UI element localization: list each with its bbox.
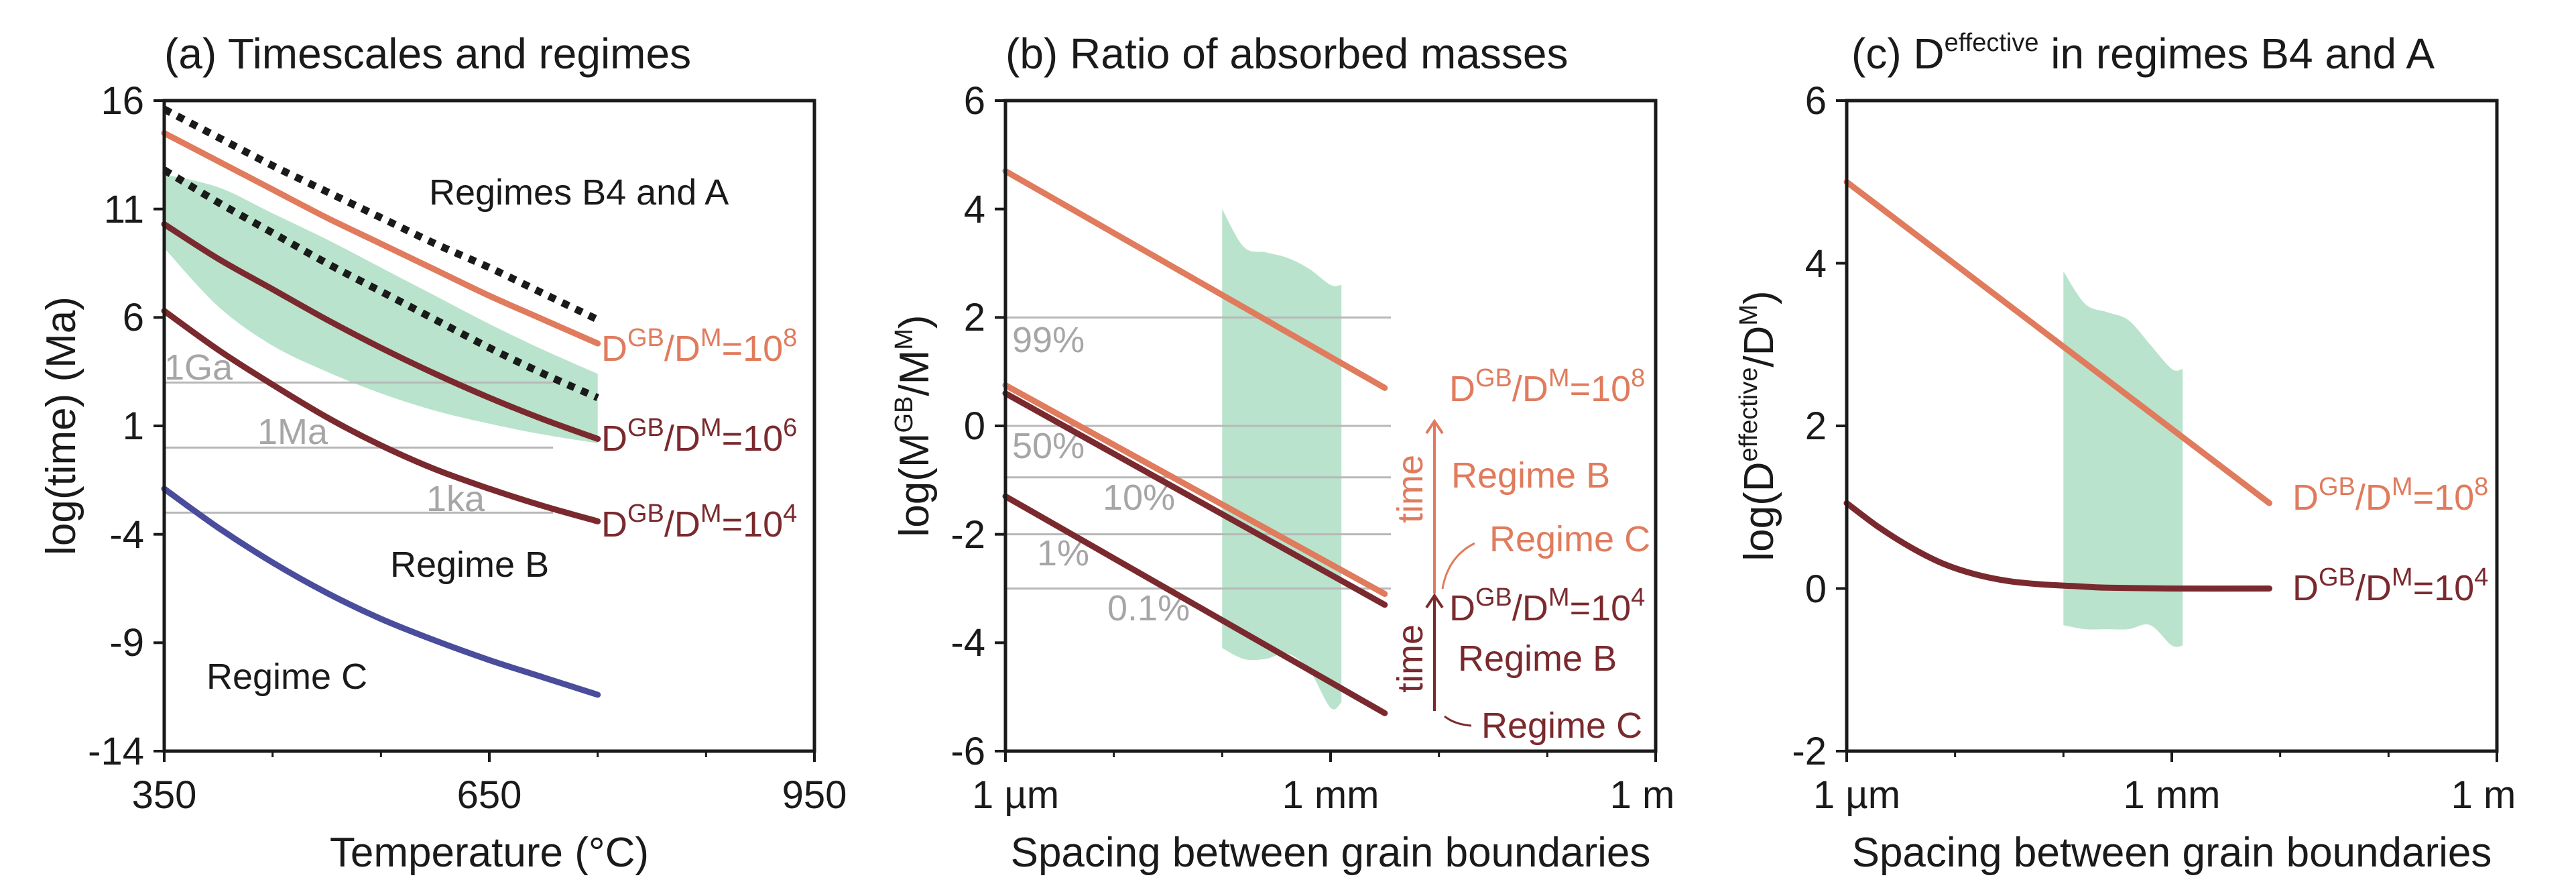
panel-a-label-d6: DGB/DM=106	[601, 414, 797, 459]
panel-b-ytick-m2: -2	[950, 513, 985, 557]
panel-a-series-line-0	[161, 130, 601, 347]
panel-a-envelope-group	[164, 174, 598, 443]
panel-a-ytick-m14: -14	[88, 730, 144, 773]
panel-a-ytick-16: 16	[101, 79, 144, 123]
panel-b-ref-label-99: 99%	[1012, 320, 1085, 360]
panel-c-xlabel: Spacing between grain boundaries	[1852, 830, 2492, 876]
panel-a-series-line-1	[161, 221, 601, 442]
panel-b-curved-arrow-regime-c-upper	[1441, 542, 1475, 590]
panel-a-envelope	[164, 174, 598, 443]
panel-a-label-d4: DGB/DM=104	[601, 500, 797, 545]
panel-a-ytick-m4: -4	[109, 513, 144, 557]
panel-a-ylabel: log(time) (Ma)	[38, 296, 84, 555]
panel-b-xtick-1m: 1 m	[1610, 773, 1675, 817]
panel-a-ticks	[154, 99, 816, 762]
panel-a-ref-label-1ma: 1Ma	[257, 412, 328, 452]
panel-b-label-d4: DGB/DM=104	[1449, 583, 1645, 628]
panel-b-xtick-1um: 1 µm	[972, 773, 1059, 817]
panel-c-label-d8: DGB/DM=108	[2292, 473, 2488, 518]
panel-c-envelope	[2063, 271, 2183, 647]
panel-b-label-d8: DGB/DM=108	[1449, 364, 1645, 409]
panel-b-ticks	[995, 99, 1657, 762]
panel-c-ytick-4: 4	[1805, 242, 1827, 286]
panel-a-annotation-regimes-b4-a: Regimes B4 and A	[429, 172, 729, 213]
panel-c-xtick-1um: 1 µm	[1813, 773, 1900, 817]
panel-a-xlabel: Temperature (°C)	[330, 830, 649, 876]
panel-a-label-d8: DGB/DM=108	[601, 324, 797, 369]
panel-b-ytick-4: 4	[964, 188, 985, 231]
panel-a-xtick-950: 950	[782, 773, 847, 817]
panel-a-xtick-650: 650	[457, 773, 522, 817]
panel-c-envelope-group	[2063, 271, 2183, 647]
panel-b-label-regime-b-lower: Regime B	[1458, 638, 1617, 679]
panel-b-ytick-6: 6	[964, 79, 985, 123]
panel-b-curved-arrow-regime-c-lower	[1444, 715, 1472, 727]
panel-b-label-regime-b-upper: Regime B	[1451, 455, 1610, 496]
panel-b-ylabel: log(MGB/MM)	[890, 315, 938, 537]
panel-b-xtick-1mm: 1 mm	[1282, 773, 1379, 817]
panel-c-label-d4: DGB/DM=104	[2292, 563, 2488, 608]
panel-a-reference-lines	[164, 381, 553, 514]
panel-c-ytick-2: 2	[1805, 404, 1827, 448]
panel-b-ytick-m4: -4	[950, 621, 985, 665]
panel-b-title: (b) Ratio of absorbed masses	[1005, 30, 1569, 78]
panel-a-annotation-regime-c: Regime C	[206, 657, 367, 697]
panel-c-ticks	[1836, 99, 2498, 762]
panel-a-ytick-1: 1	[123, 404, 144, 448]
panel-a-annotation-regime-b: Regime B	[390, 545, 549, 585]
panel-a-ytick-6: 6	[123, 296, 144, 339]
panel-b-label-regime-c-upper: Regime C	[1489, 519, 1650, 559]
panel-b-series-line-3	[1002, 493, 1388, 716]
panel-a-series	[161, 106, 601, 698]
panel-a: (a) Timescales and regimes 1Ga 1Ma 1ka 3…	[38, 30, 847, 876]
panel-a-title: (a) Timescales and regimes	[164, 30, 691, 78]
panel-c-series-line-1	[1843, 500, 2272, 592]
panel-b-time-arrow-upper-head	[1425, 418, 1444, 435]
panel-b: (b) Ratio of absorbed masses 99% 50% 10%…	[890, 30, 1674, 876]
panel-b-series-line-0	[1002, 168, 1388, 391]
panel-c-ytick-6: 6	[1805, 79, 1827, 123]
panel-a-xtick-350: 350	[132, 773, 197, 817]
panel-a-series-line-4	[162, 106, 600, 323]
panel-b-envelope	[1222, 209, 1342, 710]
panel-b-series-line-2	[1002, 390, 1388, 608]
panel-c-series-line-0	[1843, 178, 2272, 506]
panel-b-time-arrows	[1425, 418, 1475, 727]
panel-c-series	[1843, 178, 2272, 592]
panel-a-ytick-m9: -9	[109, 621, 144, 665]
panel-a-series-line-3	[161, 486, 601, 698]
panel-a-ytick-11: 11	[104, 188, 144, 231]
panel-b-label-time-lower: time	[1390, 624, 1430, 693]
panel-c-xtick-1mm: 1 mm	[2124, 773, 2221, 817]
panel-b-envelope-group	[1222, 209, 1342, 710]
panel-b-xlabel: Spacing between grain boundaries	[1011, 830, 1651, 876]
panel-b-label-regime-c-lower: Regime C	[1481, 706, 1642, 746]
panel-c: (c) Deffective in regimes B4 and A 1 µm …	[1735, 29, 2516, 876]
panel-c-title: (c) Deffective in regimes B4 and A	[1851, 29, 2435, 78]
panel-b-series	[1002, 168, 1388, 716]
panel-b-ytick-0: 0	[964, 404, 985, 448]
panel-c-ytick-m2: -2	[1792, 730, 1827, 773]
panel-c-ytick-0: 0	[1805, 567, 1827, 611]
panel-b-label-time-upper: time	[1390, 455, 1430, 523]
panel-b-ytick-m6: -6	[950, 730, 985, 773]
panel-c-xtick-1m: 1 m	[2451, 773, 2516, 817]
panel-a-series-line-2	[161, 308, 601, 524]
panel-b-series-line-1	[1002, 382, 1388, 598]
panel-c-ylabel: log(Deffective/DM)	[1735, 290, 1782, 561]
panel-b-time-arrow-lower-head	[1425, 593, 1444, 609]
panel-b-ytick-2: 2	[964, 296, 985, 339]
